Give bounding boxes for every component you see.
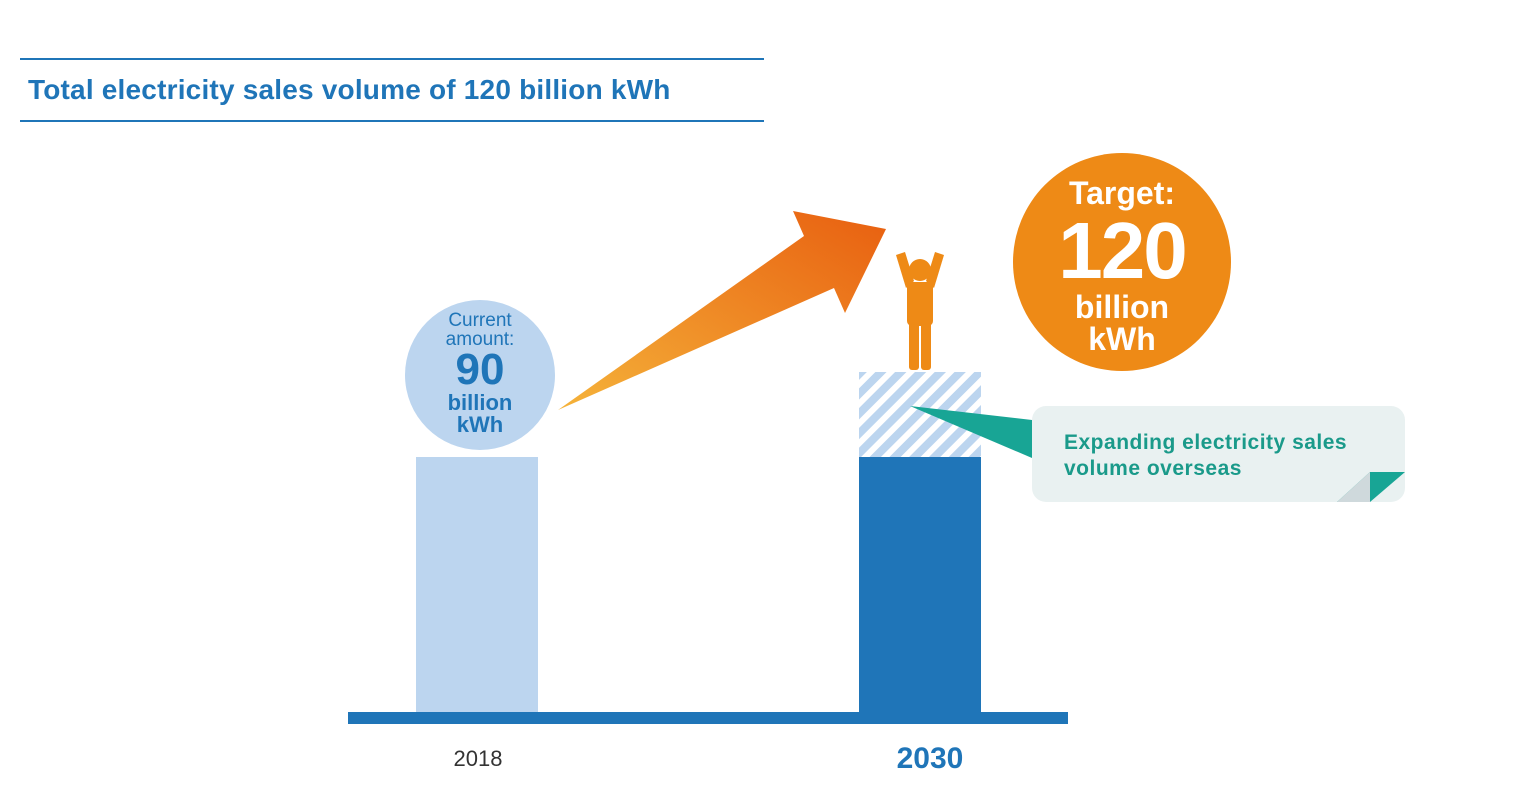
target-label: Target:	[1068, 175, 1176, 211]
target-value: 120	[1058, 206, 1187, 295]
callout-corner-fold	[1337, 472, 1405, 502]
bar-2018	[416, 457, 538, 712]
growth-arrow-icon	[558, 211, 886, 410]
target-unit: billion kWh	[1074, 289, 1170, 357]
current-amount-value: 90	[455, 345, 505, 394]
bar-2030	[859, 457, 981, 712]
bars-layer	[416, 372, 981, 712]
current-amount-label: Current amount:	[445, 310, 515, 350]
callout-pointer	[910, 406, 1032, 458]
page-title: Total electricity sales volume of 120 bi…	[28, 74, 671, 105]
current-amount-badge: Current amount: 90 billion kWh	[405, 300, 555, 450]
overseas-callout: Expanding electricity sales volume overs…	[1032, 406, 1405, 502]
title-frame: Total electricity sales volume of 120 bi…	[20, 58, 764, 122]
person-arms-raised-icon	[896, 252, 944, 370]
x-tick-label-2018: 2018	[453, 746, 503, 771]
x-tick-label-2030: 2030	[896, 742, 964, 775]
x-axis-baseline	[348, 712, 1068, 724]
target-badge: Target: 120 billion kWh	[1013, 153, 1231, 371]
callout-text: Expanding electricity sales volume overs…	[1064, 431, 1348, 480]
current-amount-unit: billion kWh	[447, 390, 513, 437]
